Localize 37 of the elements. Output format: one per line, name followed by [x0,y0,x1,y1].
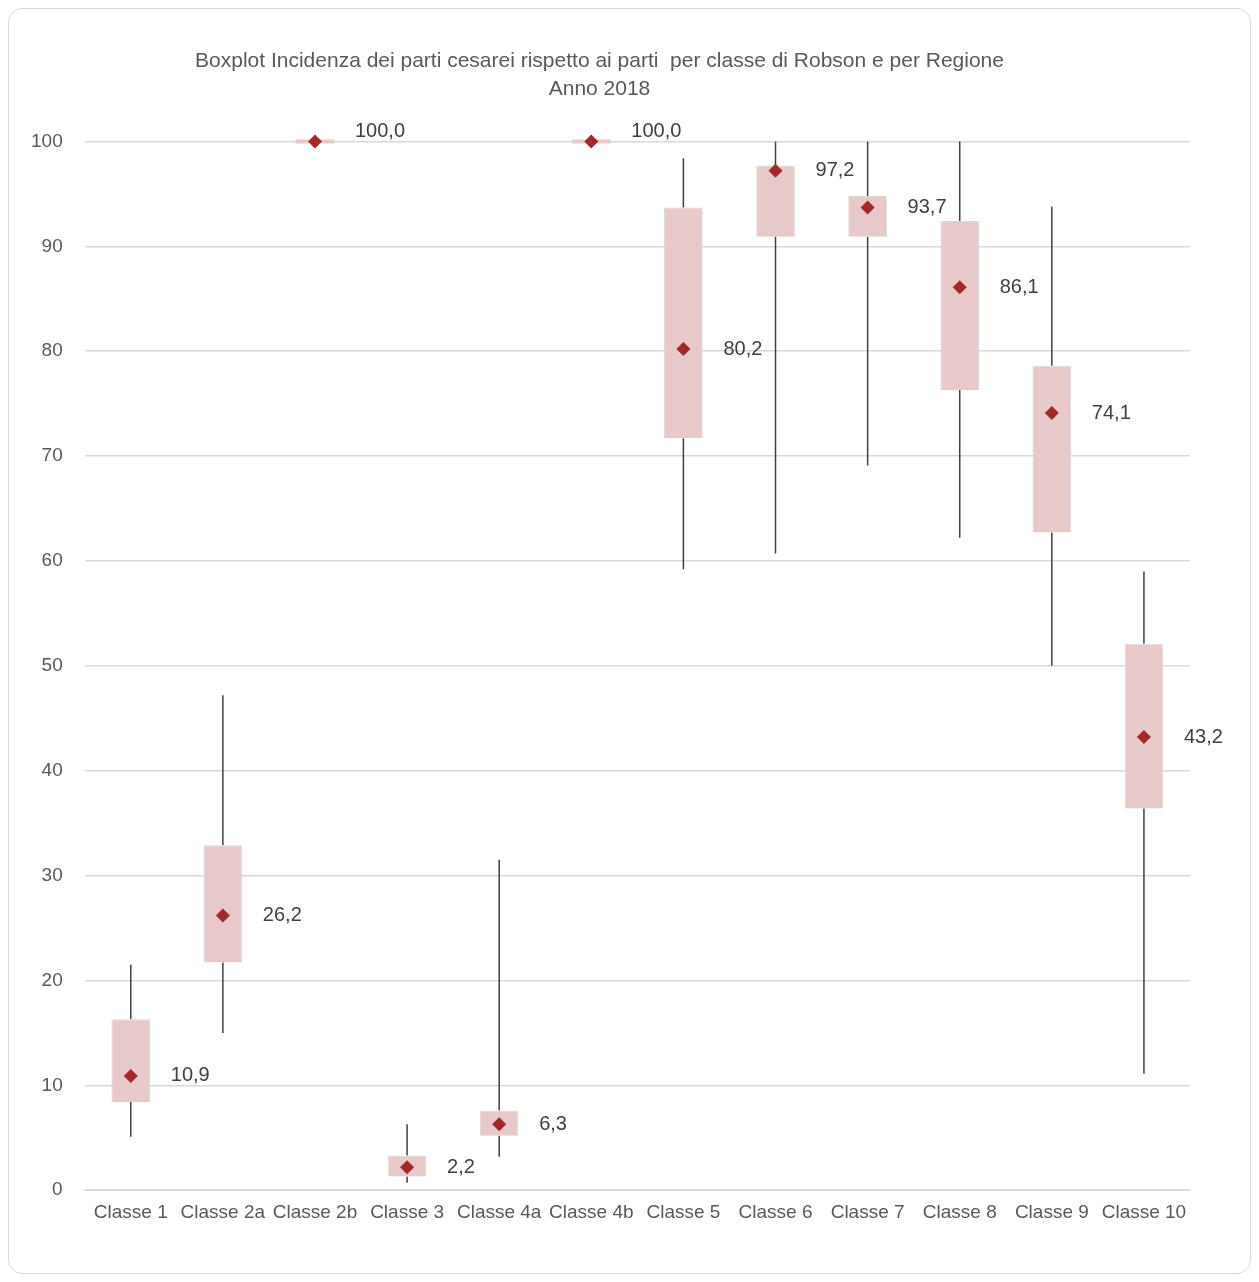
x-tick-label: Classe 2b [272,1200,358,1222]
y-tick-label: 70 [41,444,63,466]
x-tick-label: Classe 6 [738,1200,813,1222]
x-tick-label: Classe 2a [180,1200,266,1222]
y-tick-label: 50 [41,654,63,676]
y-tick-label: 80 [41,339,63,361]
x-tick-label: Classe 1 [93,1200,168,1222]
x-tick-label: Classe 3 [370,1200,445,1222]
y-tick-label: 90 [41,234,63,256]
y-tick-label: 10 [41,1073,63,1095]
x-tick-label: Classe 7 [830,1200,905,1222]
x-tick-label: Classe 5 [646,1200,721,1222]
x-tick-label: Classe 4b [549,1200,634,1222]
x-tick-label: Classe 10 [1101,1200,1187,1222]
annotation: 26,2 [262,902,302,925]
y-tick-label: 40 [41,758,63,780]
annotation: 93,7 [907,194,947,217]
annotation: 100,0 [631,118,682,141]
annotation: 10,9 [170,1063,210,1086]
annotation: 43,2 [1183,724,1223,747]
annotation: 74,1 [1091,400,1131,423]
y-tick-label: 100 [31,129,63,151]
annotation: 2,2 [447,1154,475,1177]
y-tick-label: 20 [41,968,63,990]
chart-subtitle: Anno 2018 [548,75,651,99]
annotation: 100,0 [354,118,406,141]
y-tick-label: 0 [52,1178,63,1200]
annotation: 97,2 [815,158,855,181]
y-tick-label: 60 [41,549,63,571]
y-tick-label: 30 [41,863,63,885]
x-tick-label: Classe 9 [1014,1200,1089,1222]
x-tick-label: Classe 4a [456,1200,542,1222]
annotation: 6,3 [539,1111,567,1134]
annotation: 80,2 [723,336,763,359]
x-tick-label: Classe 8 [922,1200,997,1222]
chart-title: Boxplot Incidenza dei parti cesarei rispetto ai parti per classe di Robson e per Regione [195,48,1004,72]
annotation: 86,1 [999,274,1039,297]
